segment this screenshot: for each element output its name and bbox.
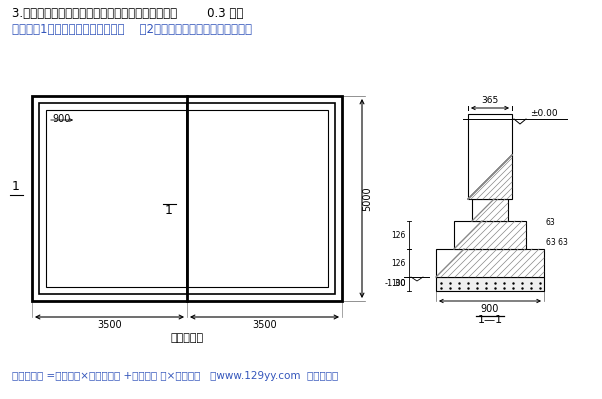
Text: 3.某建筑物基础如下图所示，三类土，室内外高差为        0.3 米。: 3.某建筑物基础如下图所示，三类土，室内外高差为 0.3 米。 xyxy=(12,7,243,20)
Text: 63 63: 63 63 xyxy=(546,238,568,247)
Bar xyxy=(436,249,544,277)
Bar xyxy=(468,114,512,199)
Text: 900: 900 xyxy=(52,114,70,124)
Bar xyxy=(39,103,335,294)
Text: 砖基础体积 =基础顶宽×（设计高度 +折加高度 ）×基础长度   （www.129yy.com  亿亿空间）: 砖基础体积 =基础顶宽×（设计高度 +折加高度 ）×基础长度 （www.129y… xyxy=(12,371,338,381)
Text: 63: 63 xyxy=(546,218,556,227)
Text: ±0.00: ±0.00 xyxy=(530,109,557,118)
Text: 900: 900 xyxy=(481,304,499,314)
Text: 126: 126 xyxy=(392,231,406,239)
Text: 365: 365 xyxy=(482,96,498,105)
Text: 5000: 5000 xyxy=(362,186,372,211)
Text: 3500: 3500 xyxy=(97,320,122,330)
Text: 计算：（1）人工挖地槽综合基价；    （2）砖基础的体积及其综合基价。: 计算：（1）人工挖地槽综合基价； （2）砖基础的体积及其综合基价。 xyxy=(12,23,252,36)
Bar xyxy=(46,110,328,287)
Text: 126: 126 xyxy=(392,259,406,267)
Bar xyxy=(32,96,342,301)
Text: 3500: 3500 xyxy=(252,320,277,330)
Text: -1.30: -1.30 xyxy=(385,280,406,288)
Text: 1: 1 xyxy=(165,205,173,217)
Bar xyxy=(454,221,526,249)
Text: 基础平面图: 基础平面图 xyxy=(170,333,203,343)
Text: 1: 1 xyxy=(12,180,20,192)
Text: 100: 100 xyxy=(391,280,406,288)
Bar xyxy=(472,199,508,221)
Text: 1—1: 1—1 xyxy=(477,315,503,325)
Bar xyxy=(436,277,544,291)
